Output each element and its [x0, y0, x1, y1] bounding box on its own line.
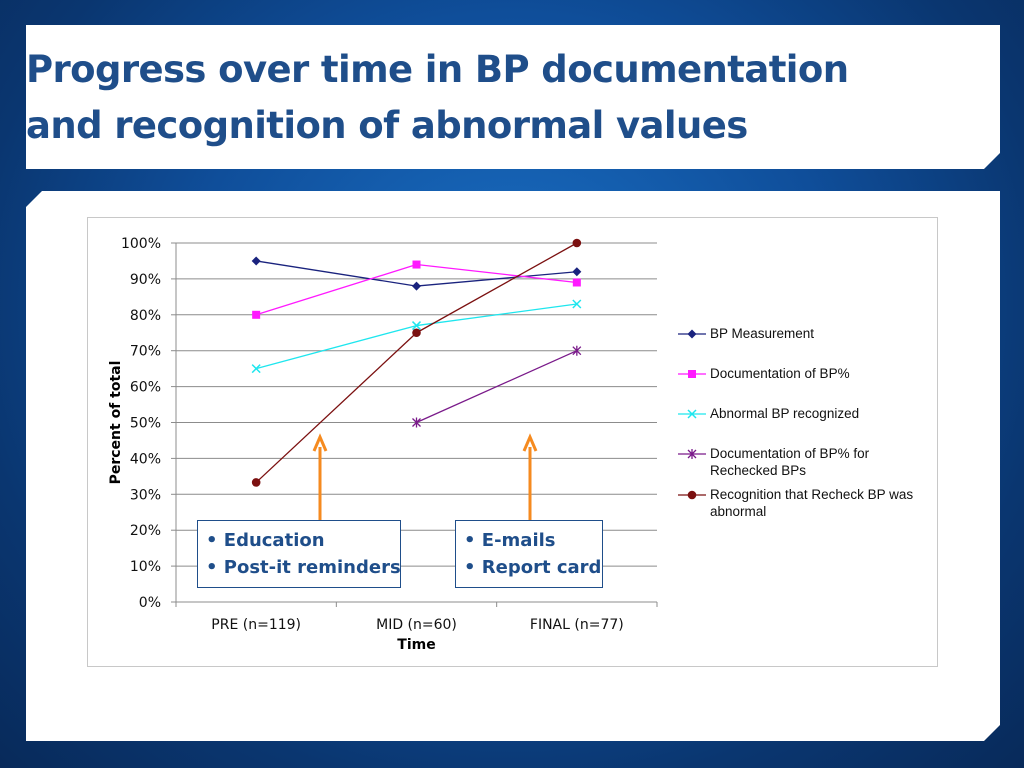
data-point: [411, 321, 422, 331]
annotation-1-line-2: • Post-it reminders: [206, 557, 401, 578]
y-tick-label: 20%: [130, 523, 161, 539]
data-point: [572, 299, 582, 309]
x-axis-label: Time: [397, 637, 435, 653]
y-tick-labels: 0% 10% 20% 30% 40% 50% 60% 70% 80% 90% 100%: [121, 236, 161, 611]
legend-swatch-2: [678, 370, 706, 378]
y-tick-label: 100%: [121, 236, 161, 252]
arrow-head: [522, 433, 538, 452]
data-point: [251, 364, 261, 374]
arrow-head: [312, 433, 328, 452]
legend-swatch-4: [678, 449, 706, 459]
data-point: [572, 345, 582, 356]
legend-swatch-1: [678, 329, 706, 339]
series-line-segment: [416, 242, 578, 334]
gridlines: [176, 242, 657, 567]
x-tick-labels: PRE (n=119) MID (n=60) FINAL (n=77): [211, 617, 623, 633]
y-tick-label: 10%: [130, 559, 161, 575]
data-point: [251, 478, 261, 487]
data-point: [412, 260, 421, 269]
series-2: [252, 260, 581, 319]
series-4: [412, 345, 582, 428]
legend-marker: [688, 370, 696, 378]
series-line-segment: [416, 350, 578, 424]
data-point: [412, 328, 421, 338]
series-line-segment: [255, 332, 417, 483]
legend-label-4: Documentation of BP% for Rechecked BPs: [710, 446, 870, 478]
data-point: [572, 238, 582, 248]
series-line-segment: [416, 263, 577, 284]
series-line-segment: [255, 324, 417, 370]
series-line-segment: [255, 263, 417, 316]
legend-marker: [687, 409, 697, 419]
annotation-box-2: • E-mails • Report card: [455, 520, 603, 588]
series-line-segment: [416, 271, 577, 287]
x-tick-label: FINAL (n=77): [530, 617, 624, 633]
annotation-arrows: [312, 433, 538, 520]
y-tick-label: 30%: [130, 487, 161, 503]
data-point: [412, 281, 421, 291]
annotation-2-line-1: • E-mails: [464, 530, 556, 551]
data-point: [251, 256, 261, 266]
annotation-box-1: • Education • Post-it reminders: [197, 520, 401, 588]
title-panel: [26, 25, 1000, 169]
annotation-arrow-2: [522, 433, 538, 520]
y-tick-label: 0%: [139, 595, 161, 611]
slide-title: Progress over time in BP documentation a…: [26, 48, 849, 147]
y-tick-label: 80%: [130, 308, 161, 324]
y-tick-label: 70%: [130, 344, 161, 360]
series-line-segment: [256, 260, 417, 287]
data-point: [252, 310, 261, 319]
data-point: [572, 278, 581, 287]
y-tick-label: 60%: [130, 380, 161, 396]
legend-label-2: Documentation of BP%: [710, 366, 850, 381]
y-tick-label: 90%: [130, 272, 161, 288]
legend-label-3: Abnormal BP recognized: [710, 406, 860, 421]
series-line-segment: [416, 303, 577, 327]
series-3: [251, 299, 582, 374]
legend-marker: [687, 329, 697, 339]
x-tick-label: PRE (n=119): [211, 617, 301, 633]
annotation-arrow-1: [312, 433, 328, 520]
legend-label-1: BP Measurement: [710, 326, 815, 341]
annotation-2-line-2: • Report card: [464, 557, 602, 578]
legend-marker: [687, 449, 697, 459]
axes: [171, 242, 658, 607]
y-axis-label: Percent of total: [108, 361, 124, 485]
annotation-1-line-1: • Education: [206, 530, 325, 551]
series-5: [251, 238, 582, 487]
y-tick-label: 40%: [130, 451, 161, 467]
y-tick-label: 50%: [130, 416, 161, 432]
chart-frame: [87, 217, 938, 667]
series-1: [251, 256, 582, 291]
legend-swatch-5: [678, 490, 706, 500]
legend-swatch-3: [678, 409, 706, 419]
legend-marker: [687, 490, 697, 500]
x-tick-label: MID (n=60): [376, 617, 457, 633]
legend-label-5: Recognition that Recheck BP was abnormal: [710, 487, 914, 519]
data-point: [572, 267, 582, 277]
data-point: [412, 417, 421, 428]
series-lines: [251, 238, 582, 487]
